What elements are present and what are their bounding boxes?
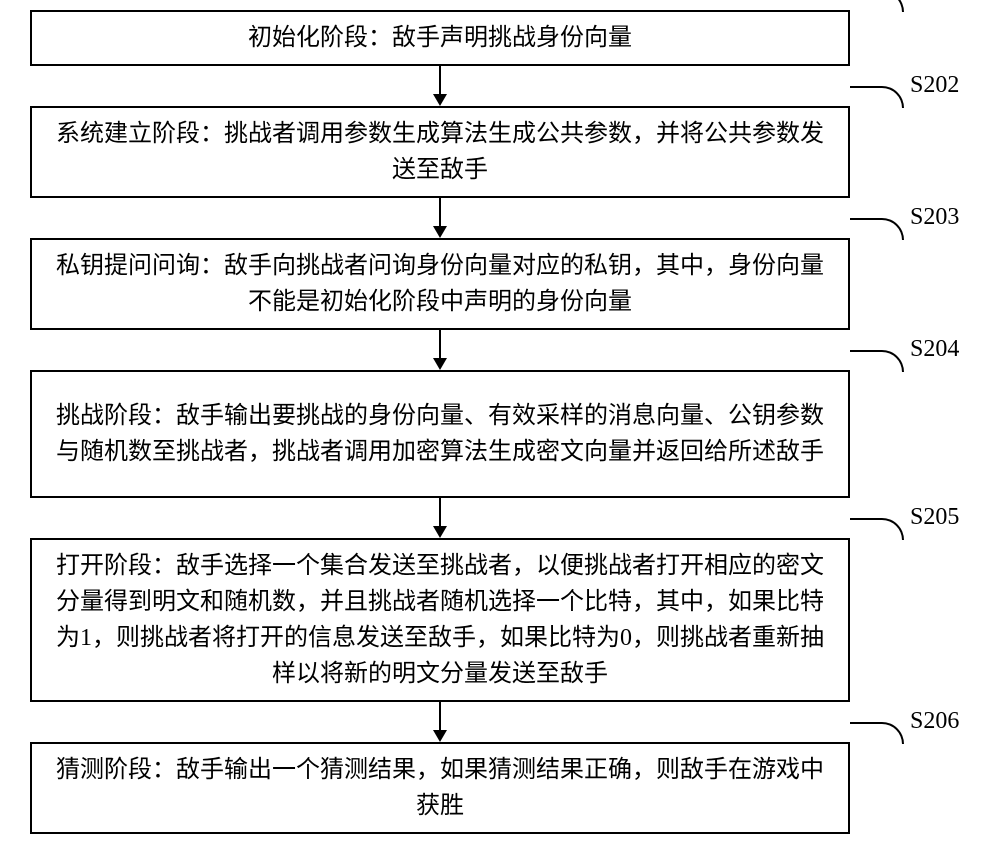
connector-s202 bbox=[850, 86, 904, 108]
connector-s205 bbox=[850, 518, 904, 540]
arrow-head-icon bbox=[433, 730, 447, 742]
arrow-head-icon bbox=[433, 358, 447, 370]
flow-node-s203: 私钥提问问询：敌手向挑战者问询身份向量对应的私钥，其中，身份向量不能是初始化阶段… bbox=[30, 238, 850, 330]
flow-node-text: 初始化阶段：敌手声明挑战身份向量 bbox=[248, 20, 632, 56]
arrow-shaft bbox=[439, 702, 441, 730]
flow-node-s201: 初始化阶段：敌手声明挑战身份向量 bbox=[30, 10, 850, 66]
flow-node-s202: 系统建立阶段：挑战者调用参数生成算法生成公共参数，并将公共参数发送至敌手 bbox=[30, 106, 850, 198]
flow-node-s205: 打开阶段：敌手选择一个集合发送至挑战者，以便挑战者打开相应的密文分量得到明文和随… bbox=[30, 538, 850, 702]
flow-node-text: 系统建立阶段：挑战者调用参数生成算法生成公共参数，并将公共参数发送至敌手 bbox=[46, 116, 834, 188]
connector-s203 bbox=[850, 218, 904, 240]
connector-s201 bbox=[850, 0, 904, 12]
arrow-shaft bbox=[439, 330, 441, 358]
arrow-head-icon bbox=[433, 526, 447, 538]
step-label-s204: S204 bbox=[910, 336, 959, 363]
flow-node-s206: 猜测阶段：敌手输出一个猜测结果，如果猜测结果正确，则敌手在游戏中获胜 bbox=[30, 742, 850, 834]
arrow-head-icon bbox=[433, 94, 447, 106]
flow-node-text: 私钥提问问询：敌手向挑战者问询身份向量对应的私钥，其中，身份向量不能是初始化阶段… bbox=[46, 248, 834, 320]
arrow-shaft bbox=[439, 66, 441, 94]
arrow-shaft bbox=[439, 198, 441, 226]
flow-node-text: 打开阶段：敌手选择一个集合发送至挑战者，以便挑战者打开相应的密文分量得到明文和随… bbox=[46, 548, 834, 692]
connector-s206 bbox=[850, 722, 904, 744]
step-label-s203: S203 bbox=[910, 204, 959, 231]
connector-s204 bbox=[850, 350, 904, 372]
step-label-s202: S202 bbox=[910, 72, 959, 99]
flow-node-text: 挑战阶段：敌手输出要挑战的身份向量、有效采样的消息向量、公钥参数与随机数至挑战者… bbox=[46, 398, 834, 470]
flow-node-text: 猜测阶段：敌手输出一个猜测结果，如果猜测结果正确，则敌手在游戏中获胜 bbox=[46, 752, 834, 824]
arrow-head-icon bbox=[433, 226, 447, 238]
step-label-s205: S205 bbox=[910, 504, 959, 531]
flow-node-s204: 挑战阶段：敌手输出要挑战的身份向量、有效采样的消息向量、公钥参数与随机数至挑战者… bbox=[30, 370, 850, 498]
step-label-s206: S206 bbox=[910, 708, 959, 735]
arrow-shaft bbox=[439, 498, 441, 526]
step-label-s201: S201 bbox=[910, 0, 959, 3]
